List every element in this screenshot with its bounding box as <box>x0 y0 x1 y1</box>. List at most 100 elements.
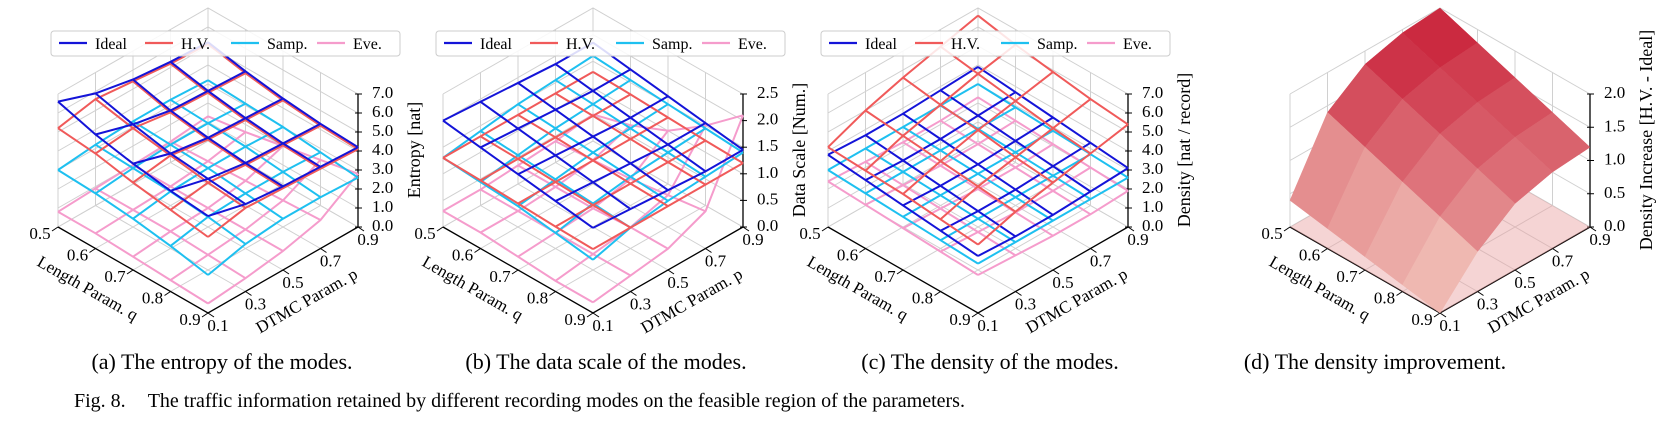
x-tick-mark <box>511 269 519 275</box>
x-tick-mark <box>549 291 556 296</box>
z-tick-label: 0.0 <box>757 216 778 235</box>
gridline <box>132 51 284 271</box>
caption-a: (a) The entropy of the modes. <box>91 349 353 374</box>
mesh-line <box>442 210 594 304</box>
mesh-line <box>442 156 594 251</box>
mesh-line <box>95 187 247 280</box>
gridline <box>555 29 706 249</box>
gridline <box>170 29 321 249</box>
x-tick-mark <box>859 248 866 253</box>
y-tick-label: 0.3 <box>1477 295 1498 314</box>
surface-hv <box>57 43 359 238</box>
y-tick-mark <box>207 312 215 318</box>
mesh-line <box>902 126 1054 222</box>
y-tick-mark <box>357 226 365 232</box>
mesh-line <box>94 98 247 209</box>
legend: Ideal H.V. Samp. Eve. <box>50 30 401 57</box>
y-tick-label: 0.3 <box>1015 295 1036 314</box>
x-tick-label: 0.9 <box>179 310 200 329</box>
y-tick-mark <box>245 291 252 296</box>
z-tick-label: 7.0 <box>372 83 393 102</box>
y-tick-mark <box>1477 291 1484 296</box>
x-tick-mark <box>1321 248 1328 253</box>
y-tick-mark <box>1552 248 1559 253</box>
z-tick-label: 2.0 <box>1142 178 1163 197</box>
gridline <box>517 51 669 271</box>
y-axis-title: DTMC Param. p <box>253 264 361 337</box>
mesh-line <box>977 66 1129 169</box>
figure-caption-text: The traffic information retained by diff… <box>147 390 965 412</box>
x-tick-mark <box>164 291 171 296</box>
x-tick-label: 0.5 <box>799 224 820 243</box>
legend-label: H.V. <box>181 36 210 53</box>
y-tick-mark <box>320 248 327 253</box>
x-tick-mark <box>474 248 481 253</box>
mesh-line <box>442 119 594 229</box>
y-tick-label: 0.7 <box>1552 252 1574 271</box>
x-tick-label: 0.6 <box>837 246 858 265</box>
mesh-line <box>479 100 632 210</box>
mesh-line <box>57 210 209 305</box>
x-tick-mark <box>1283 226 1291 232</box>
z-tick-label: 2.0 <box>372 178 393 197</box>
y-tick-mark <box>1514 269 1522 275</box>
x-tick-mark <box>1358 269 1366 275</box>
y-tick-label: 0.7 <box>705 252 727 271</box>
y-tick-label: 0.9 <box>742 230 763 249</box>
x-tick-label: 0.7 <box>104 267 126 286</box>
y-tick-label: 0.3 <box>245 295 266 314</box>
mesh-line <box>939 89 1092 193</box>
mesh-line <box>517 113 669 208</box>
y-tick-mark <box>630 291 637 296</box>
chart-panel-c: 0.50.60.70.80.9 0.10.30.50.70.90.01.02.03… <box>799 7 1194 337</box>
y-tick-label: 0.1 <box>1439 316 1460 335</box>
x-tick-mark <box>1433 312 1441 318</box>
y-tick-mark <box>1052 269 1060 275</box>
z-axis-title: Entropy [nat] <box>404 102 424 198</box>
z-tick-label: 1.0 <box>1142 197 1163 216</box>
z-tick-label: 0.0 <box>1604 216 1625 235</box>
x-tick-mark <box>1396 291 1403 296</box>
x-tick-label: 0.7 <box>1336 267 1358 286</box>
mesh-line <box>554 92 707 186</box>
mesh-line <box>902 76 1054 184</box>
x-tick-label: 0.6 <box>1299 246 1320 265</box>
surface-hv <box>442 70 744 251</box>
surface-ideal <box>827 66 1129 257</box>
x-tick-label: 0.5 <box>414 224 435 243</box>
y-tick-label: 0.5 <box>1514 273 1535 292</box>
z-tick-label: 0.0 <box>372 216 393 235</box>
x-tick-mark <box>586 312 594 318</box>
z-tick-label: 2.0 <box>757 110 778 129</box>
x-tick-mark <box>934 291 941 296</box>
mesh-line <box>170 140 321 221</box>
x-tick-label: 0.5 <box>29 224 50 243</box>
surface-ideal <box>57 41 359 218</box>
y-tick-label: 0.9 <box>1589 230 1610 249</box>
mesh-line <box>57 127 209 238</box>
y-tick-mark <box>1589 226 1597 232</box>
chart-panel-a: 0.50.60.70.80.9 0.10.30.50.70.90.01.02.03… <box>29 7 424 337</box>
y-tick-mark <box>592 312 600 318</box>
y-tick-label: 0.5 <box>282 273 303 292</box>
mesh-line <box>827 169 979 265</box>
mesh-line <box>592 113 744 132</box>
y-tick-label: 0.1 <box>207 316 228 335</box>
z-tick-label: 0.5 <box>757 189 778 208</box>
legend-label: H.V. <box>951 36 980 53</box>
legend-label: Ideal <box>865 36 898 53</box>
mesh-line <box>827 180 979 276</box>
y-tick-mark <box>705 248 712 253</box>
surface-ideal <box>442 41 744 229</box>
x-tick-mark <box>971 312 979 318</box>
z-tick-label: 1.5 <box>757 136 778 155</box>
caption-c: (c) The density of the modes. <box>861 349 1119 374</box>
mesh-line <box>554 63 707 173</box>
y-tick-label: 0.3 <box>630 295 651 314</box>
figure-label: Fig. 8. <box>74 390 126 412</box>
mesh-line <box>479 135 632 229</box>
legend-label: Eve. <box>1123 36 1152 53</box>
x-tick-mark <box>821 226 829 232</box>
y-tick-label: 0.5 <box>667 273 688 292</box>
